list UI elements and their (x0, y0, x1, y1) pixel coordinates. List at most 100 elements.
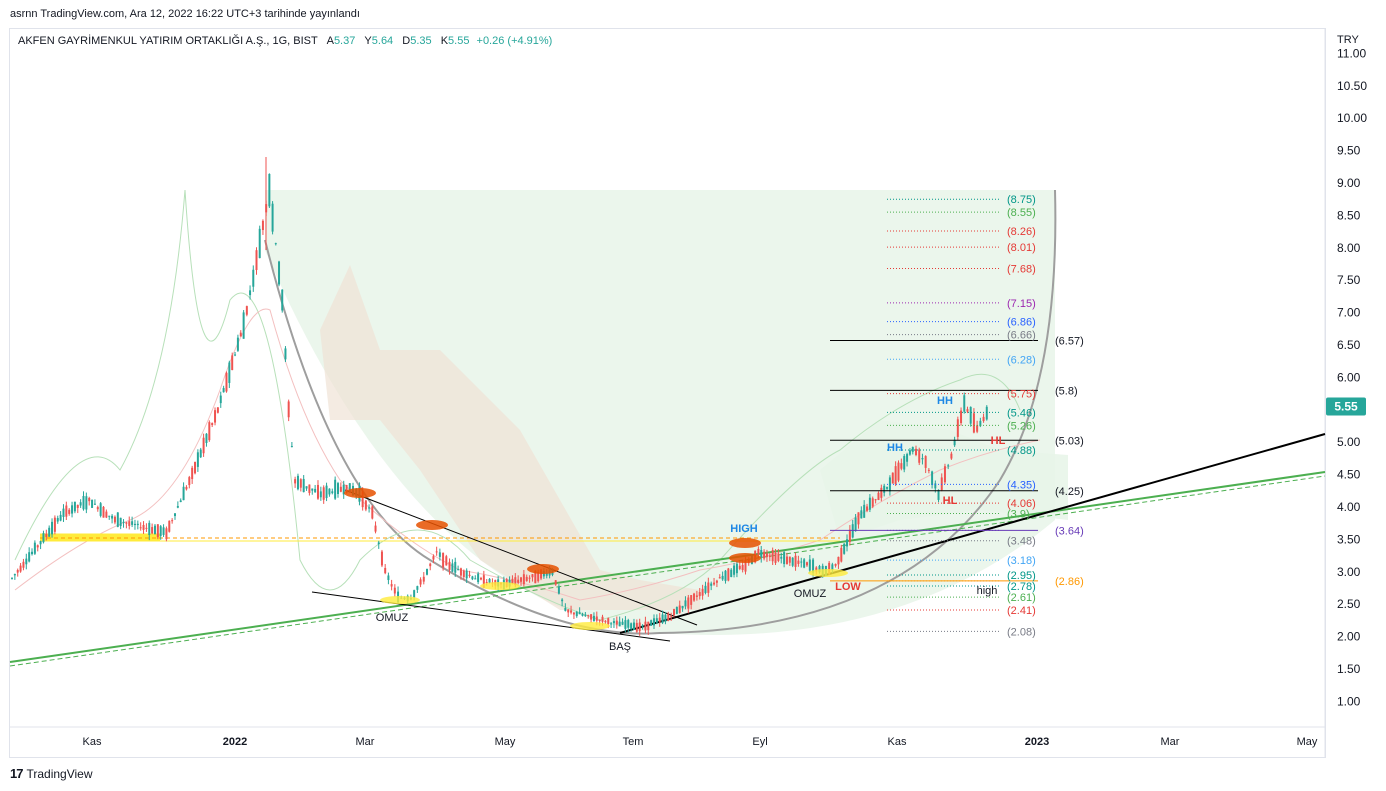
candle-body (735, 563, 738, 574)
black-trendline (619, 433, 1326, 634)
candle-body (982, 416, 985, 422)
candle-body (783, 552, 786, 565)
y-tick-label: 9.00 (1337, 176, 1361, 190)
candle-body (252, 269, 255, 287)
candle-body (451, 563, 454, 572)
candle-body (831, 564, 834, 570)
candle-body (36, 545, 39, 548)
fib-label: (8.75) (1007, 194, 1036, 206)
candle-body (171, 520, 174, 522)
candle-body (630, 623, 633, 630)
low-label: D (402, 35, 411, 47)
candle-body (16, 570, 19, 573)
orange-marker (729, 553, 761, 563)
candle-body (442, 552, 445, 568)
candle-body (33, 542, 36, 554)
candle-body (554, 580, 557, 585)
candle-body (145, 527, 148, 529)
candle-body (647, 621, 650, 631)
candle-body (738, 565, 741, 569)
low-value: 5.35 (410, 35, 432, 47)
candle-body (687, 597, 690, 609)
fib-label: (2.78) (1007, 581, 1036, 593)
candle-body (345, 484, 348, 493)
candle-body (278, 261, 281, 285)
candle-body (371, 506, 374, 519)
fib-label: (2.41) (1007, 605, 1036, 617)
candle-body (274, 243, 277, 245)
candle-body (943, 466, 946, 483)
candle-body (768, 555, 771, 558)
change-value: +0.26 (+4.91%) (476, 35, 553, 47)
candle-body (488, 578, 491, 583)
candle-body (618, 621, 621, 627)
candle-body (222, 388, 225, 393)
candle-body (911, 447, 914, 452)
candle-body (874, 499, 877, 501)
candle-body (969, 406, 972, 424)
candle-body (339, 486, 342, 492)
candle-body (572, 612, 575, 615)
y-tick-label: 11.00 (1337, 46, 1366, 60)
candle-body (429, 563, 432, 567)
candle-body (950, 453, 953, 459)
x-tick-label: Kas (888, 736, 907, 748)
candle-body (664, 614, 667, 622)
candle-body (886, 487, 889, 489)
y-tick-label: 5.00 (1337, 435, 1361, 449)
candle-body (927, 469, 930, 471)
candle-body (803, 559, 806, 568)
candle-body (465, 570, 468, 579)
candle-body (454, 561, 457, 573)
symbol-info: AKFEN GAYRİMENKUL YATIRIM ORTAKLIĞI A.Ş.… (18, 35, 552, 47)
y-tick-label: 3.50 (1337, 532, 1361, 546)
y-tick-label: 7.00 (1337, 306, 1361, 320)
fib-label: (3.48) (1007, 536, 1036, 548)
orange-marker (344, 488, 376, 498)
candle-body (866, 506, 869, 511)
candle-body (791, 557, 794, 566)
currency-label[interactable]: TRY (1337, 34, 1359, 46)
candle-body (661, 614, 664, 623)
candle-body (684, 600, 687, 607)
candle-body (96, 507, 99, 510)
candle-body (194, 461, 197, 474)
candle-body (419, 579, 422, 585)
symbol-name[interactable]: AKFEN GAYRİMENKUL YATIRIM ORTAKLIĞI A.Ş.… (18, 35, 318, 47)
candle-body (76, 504, 79, 508)
candle-body (730, 569, 733, 577)
candle-body (713, 582, 716, 585)
candle-body (607, 618, 610, 625)
candle-body (234, 354, 237, 356)
y-tick-label: 1.50 (1337, 662, 1361, 676)
candle-body (322, 487, 325, 500)
candle-body (522, 574, 525, 585)
candle-body (698, 592, 701, 597)
candle-body (214, 410, 217, 423)
candle-body (592, 615, 595, 622)
candle-body (777, 553, 780, 561)
candle-body (808, 559, 811, 571)
footer-brand[interactable]: 17 TradingView (10, 766, 93, 781)
candle-body (641, 625, 644, 627)
candle-body (857, 512, 860, 525)
candle-body (681, 605, 684, 609)
fib-label: (8.01) (1007, 242, 1036, 254)
fib-label: (3.18) (1007, 555, 1036, 567)
candle-body (22, 561, 25, 568)
candle-body (308, 484, 311, 493)
candle-body (840, 547, 843, 562)
candle-body (311, 488, 314, 491)
candle-body (575, 611, 578, 617)
candle-body (53, 517, 56, 532)
yellow-marker (808, 569, 848, 577)
candle-body (25, 558, 28, 565)
candle-body (162, 527, 165, 535)
candle-body (570, 610, 573, 613)
candle-body (581, 614, 584, 616)
candle-body (380, 551, 383, 566)
last-price-tag (1326, 397, 1366, 416)
close-value: 5.55 (448, 35, 470, 47)
candle-body (474, 578, 477, 580)
